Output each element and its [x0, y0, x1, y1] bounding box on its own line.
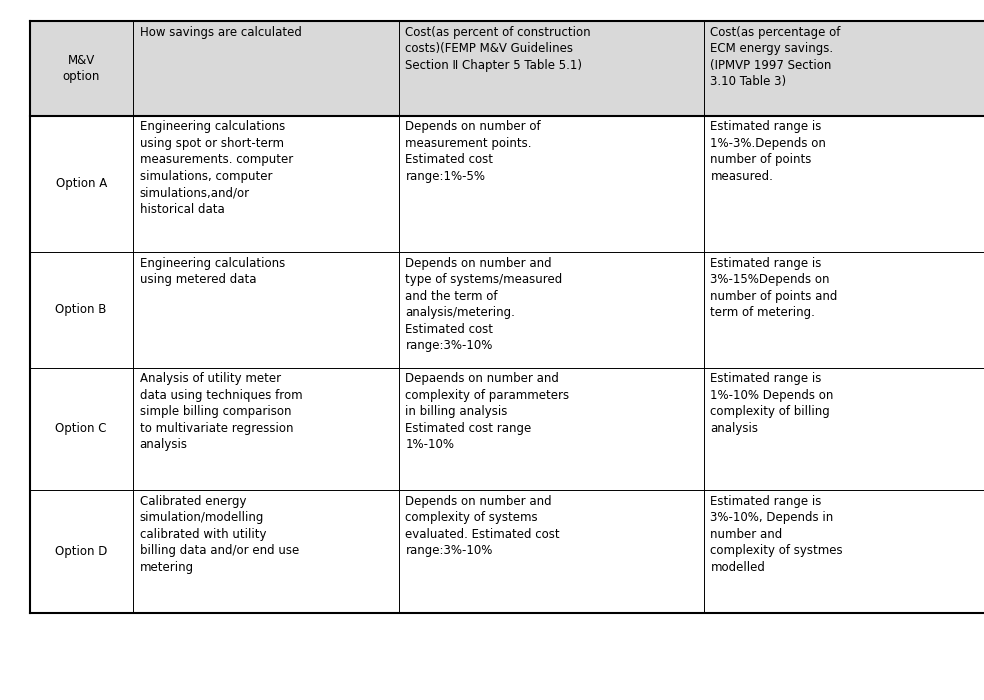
- Bar: [399, 490, 704, 612]
- Text: Depaends on number and
complexity of parammeters
in billing analysis
Estimated c: Depaends on number and complexity of par…: [405, 372, 570, 452]
- Text: Estimated range is
1%-3%.Depends on
number of points
measured.: Estimated range is 1%-3%.Depends on numb…: [710, 120, 827, 183]
- Text: Estimated range is
1%-10% Depends on
complexity of billing
analysis: Estimated range is 1%-10% Depends on com…: [710, 372, 833, 435]
- Bar: [399, 116, 704, 252]
- Text: M&V
option: M&V option: [63, 53, 99, 83]
- Text: Estimated range is
3%-15%Depends on
number of points and
term of metering.: Estimated range is 3%-15%Depends on numb…: [710, 257, 837, 319]
- Text: Engineering calculations
using metered data: Engineering calculations using metered d…: [140, 257, 285, 286]
- Text: Estimated range is
3%-10%, Depends in
number and
complexity of systmes
modelled: Estimated range is 3%-10%, Depends in nu…: [710, 495, 843, 574]
- Bar: [399, 368, 704, 490]
- Bar: [133, 21, 399, 116]
- Bar: [133, 368, 399, 490]
- Bar: [704, 490, 984, 612]
- Bar: [30, 116, 133, 252]
- Text: Cost(as percent of construction
costs)(FEMP M&V Guidelines
Section Ⅱ Chapter 5 T: Cost(as percent of construction costs)(F…: [405, 26, 591, 72]
- Bar: [133, 490, 399, 612]
- Text: Depends on number and
complexity of systems
evaluated. Estimated cost
range:3%-1: Depends on number and complexity of syst…: [405, 495, 560, 557]
- Bar: [704, 252, 984, 368]
- Bar: [704, 21, 984, 116]
- Text: Option D: Option D: [55, 545, 107, 558]
- Text: Depends on number of
measurement points.
Estimated cost
range:1%-5%: Depends on number of measurement points.…: [405, 120, 541, 183]
- Bar: [704, 116, 984, 252]
- Bar: [30, 252, 133, 368]
- Bar: [133, 116, 399, 252]
- Text: Option A: Option A: [55, 177, 107, 190]
- Text: Calibrated energy
simulation/modelling
calibrated with utility
billing data and/: Calibrated energy simulation/modelling c…: [140, 495, 299, 574]
- Text: How savings are calculated: How savings are calculated: [140, 26, 302, 39]
- Bar: [30, 21, 133, 116]
- Bar: [30, 368, 133, 490]
- Bar: [704, 368, 984, 490]
- Text: Option C: Option C: [55, 422, 107, 435]
- Text: Option B: Option B: [55, 303, 107, 316]
- Bar: [133, 252, 399, 368]
- Bar: [399, 252, 704, 368]
- Text: Analysis of utility meter
data using techniques from
simple billing comparison
t: Analysis of utility meter data using tec…: [140, 372, 302, 452]
- Bar: [30, 490, 133, 612]
- Text: Depends on number and
type of systems/measured
and the term of
analysis/metering: Depends on number and type of systems/me…: [405, 257, 563, 352]
- Bar: [399, 21, 704, 116]
- Text: Cost(as percentage of
ECM energy savings.
(IPMVP 1997 Section
3.10 Table 3): Cost(as percentage of ECM energy savings…: [710, 26, 840, 88]
- Text: Engineering calculations
using spot or short-term
measurements. computer
simulat: Engineering calculations using spot or s…: [140, 120, 293, 216]
